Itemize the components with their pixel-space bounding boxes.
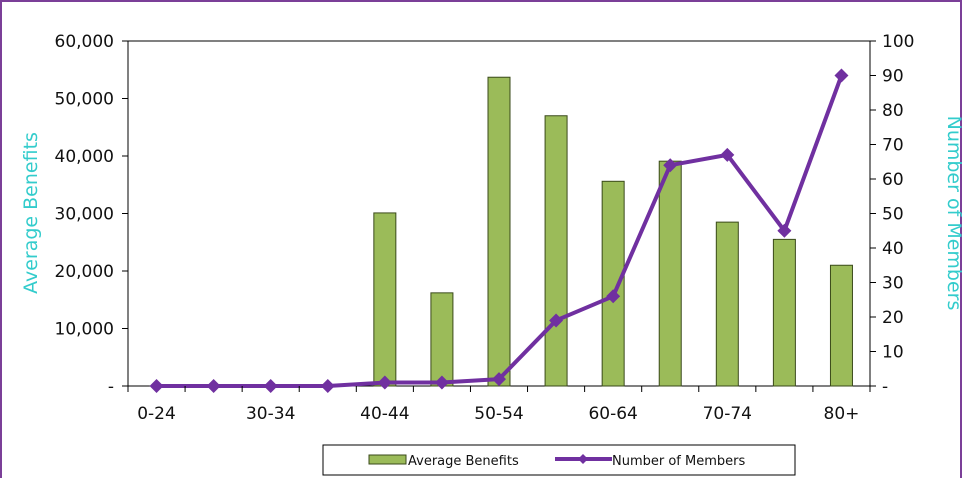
marker-number-of-members-60-64 [606,289,621,304]
legend-label-number-of-members: Number of Members [612,454,745,469]
marker-number-of-members-25-29 [206,379,221,393]
x-axis-tick-label: 70-74 [703,404,752,424]
marker-number-of-members-40-44 [377,375,392,390]
right-axis-tick-label: 100 [882,32,914,52]
left-axis-tick-label: 60,000 [55,32,114,52]
x-axis-tick-label: 50-54 [474,404,523,424]
legend: Average Benefits Number of Members [322,444,796,476]
x-axis-tick-label: 30-34 [246,404,295,424]
marker-number-of-members-65-69 [663,158,678,173]
x-axis-tick-label: 40-44 [360,404,409,424]
bar-average-benefits-75-79 [772,238,796,387]
bar-average-benefits-70-74 [715,221,739,387]
bar-average-benefits-40-44 [373,212,397,387]
left-axis-tick-label: 10,000 [55,320,114,340]
marker-number-of-members-70-74 [720,147,735,162]
marker-number-of-members-50-54 [492,372,506,387]
left-axis-title: Average Benefits [20,132,42,294]
right-axis-tick-label: 50 [882,205,904,225]
right-axis: - 10 20 30 40 50 60 70 80 90 100 [870,32,914,397]
right-axis-tick-label: 10 [882,343,904,363]
left-axis-tick-label: 50,000 [55,90,114,110]
legend-bar-swatch [368,454,407,465]
right-axis-tick-label: 70 [882,136,904,156]
left-axis-tick-label: 30,000 [55,205,114,225]
marker-number-of-members-30-34 [263,379,278,393]
left-axis-tick-label: 40,000 [55,147,114,167]
right-axis-tick-label: 90 [882,67,904,87]
bar-average-benefits-45-49 [430,292,454,387]
marker-number-of-members-0-24 [149,379,164,393]
right-axis-tick-label: - [882,377,888,397]
left-axis-tick-label: - [108,377,114,397]
right-axis-tick-label: 20 [882,308,904,328]
left-axis: - 10,000 20,000 30,000 40,000 50,000 60,000 [55,32,128,397]
marker-number-of-members-35-39 [320,379,335,393]
line-series [149,68,849,393]
marker-number-of-members-75-79 [777,223,792,238]
marker-number-of-members-80+ [834,68,849,83]
legend-label-average-benefits: Average Benefits [408,454,519,469]
left-axis-tick-label: 20,000 [55,262,114,282]
bar-average-benefits-80+ [829,264,853,387]
right-axis-tick-label: 30 [882,274,904,294]
right-axis-tick-label: 60 [882,170,904,190]
x-axis-tick-label: 80+ [824,404,860,424]
marker-number-of-members-55-59 [549,313,564,328]
right-axis-tick-label: 40 [882,239,904,259]
right-axis-tick-label: 80 [882,101,904,121]
right-axis-title: Number of Members [943,116,964,311]
x-axis: 0-24 30-34 40-44 50-54 60-64 70-74 80+ [127,386,871,424]
x-axis-tick-label: 60-64 [588,404,637,424]
marker-number-of-members-45-49 [434,375,449,390]
bar-average-benefits-60-64 [601,180,625,387]
bar-average-benefits-65-69 [658,160,682,387]
bar-average-benefits-55-59 [544,115,568,387]
x-axis-tick-label: 0-24 [137,404,176,424]
legend-line-marker [578,454,588,464]
bar-average-benefits-50-54 [487,76,511,387]
